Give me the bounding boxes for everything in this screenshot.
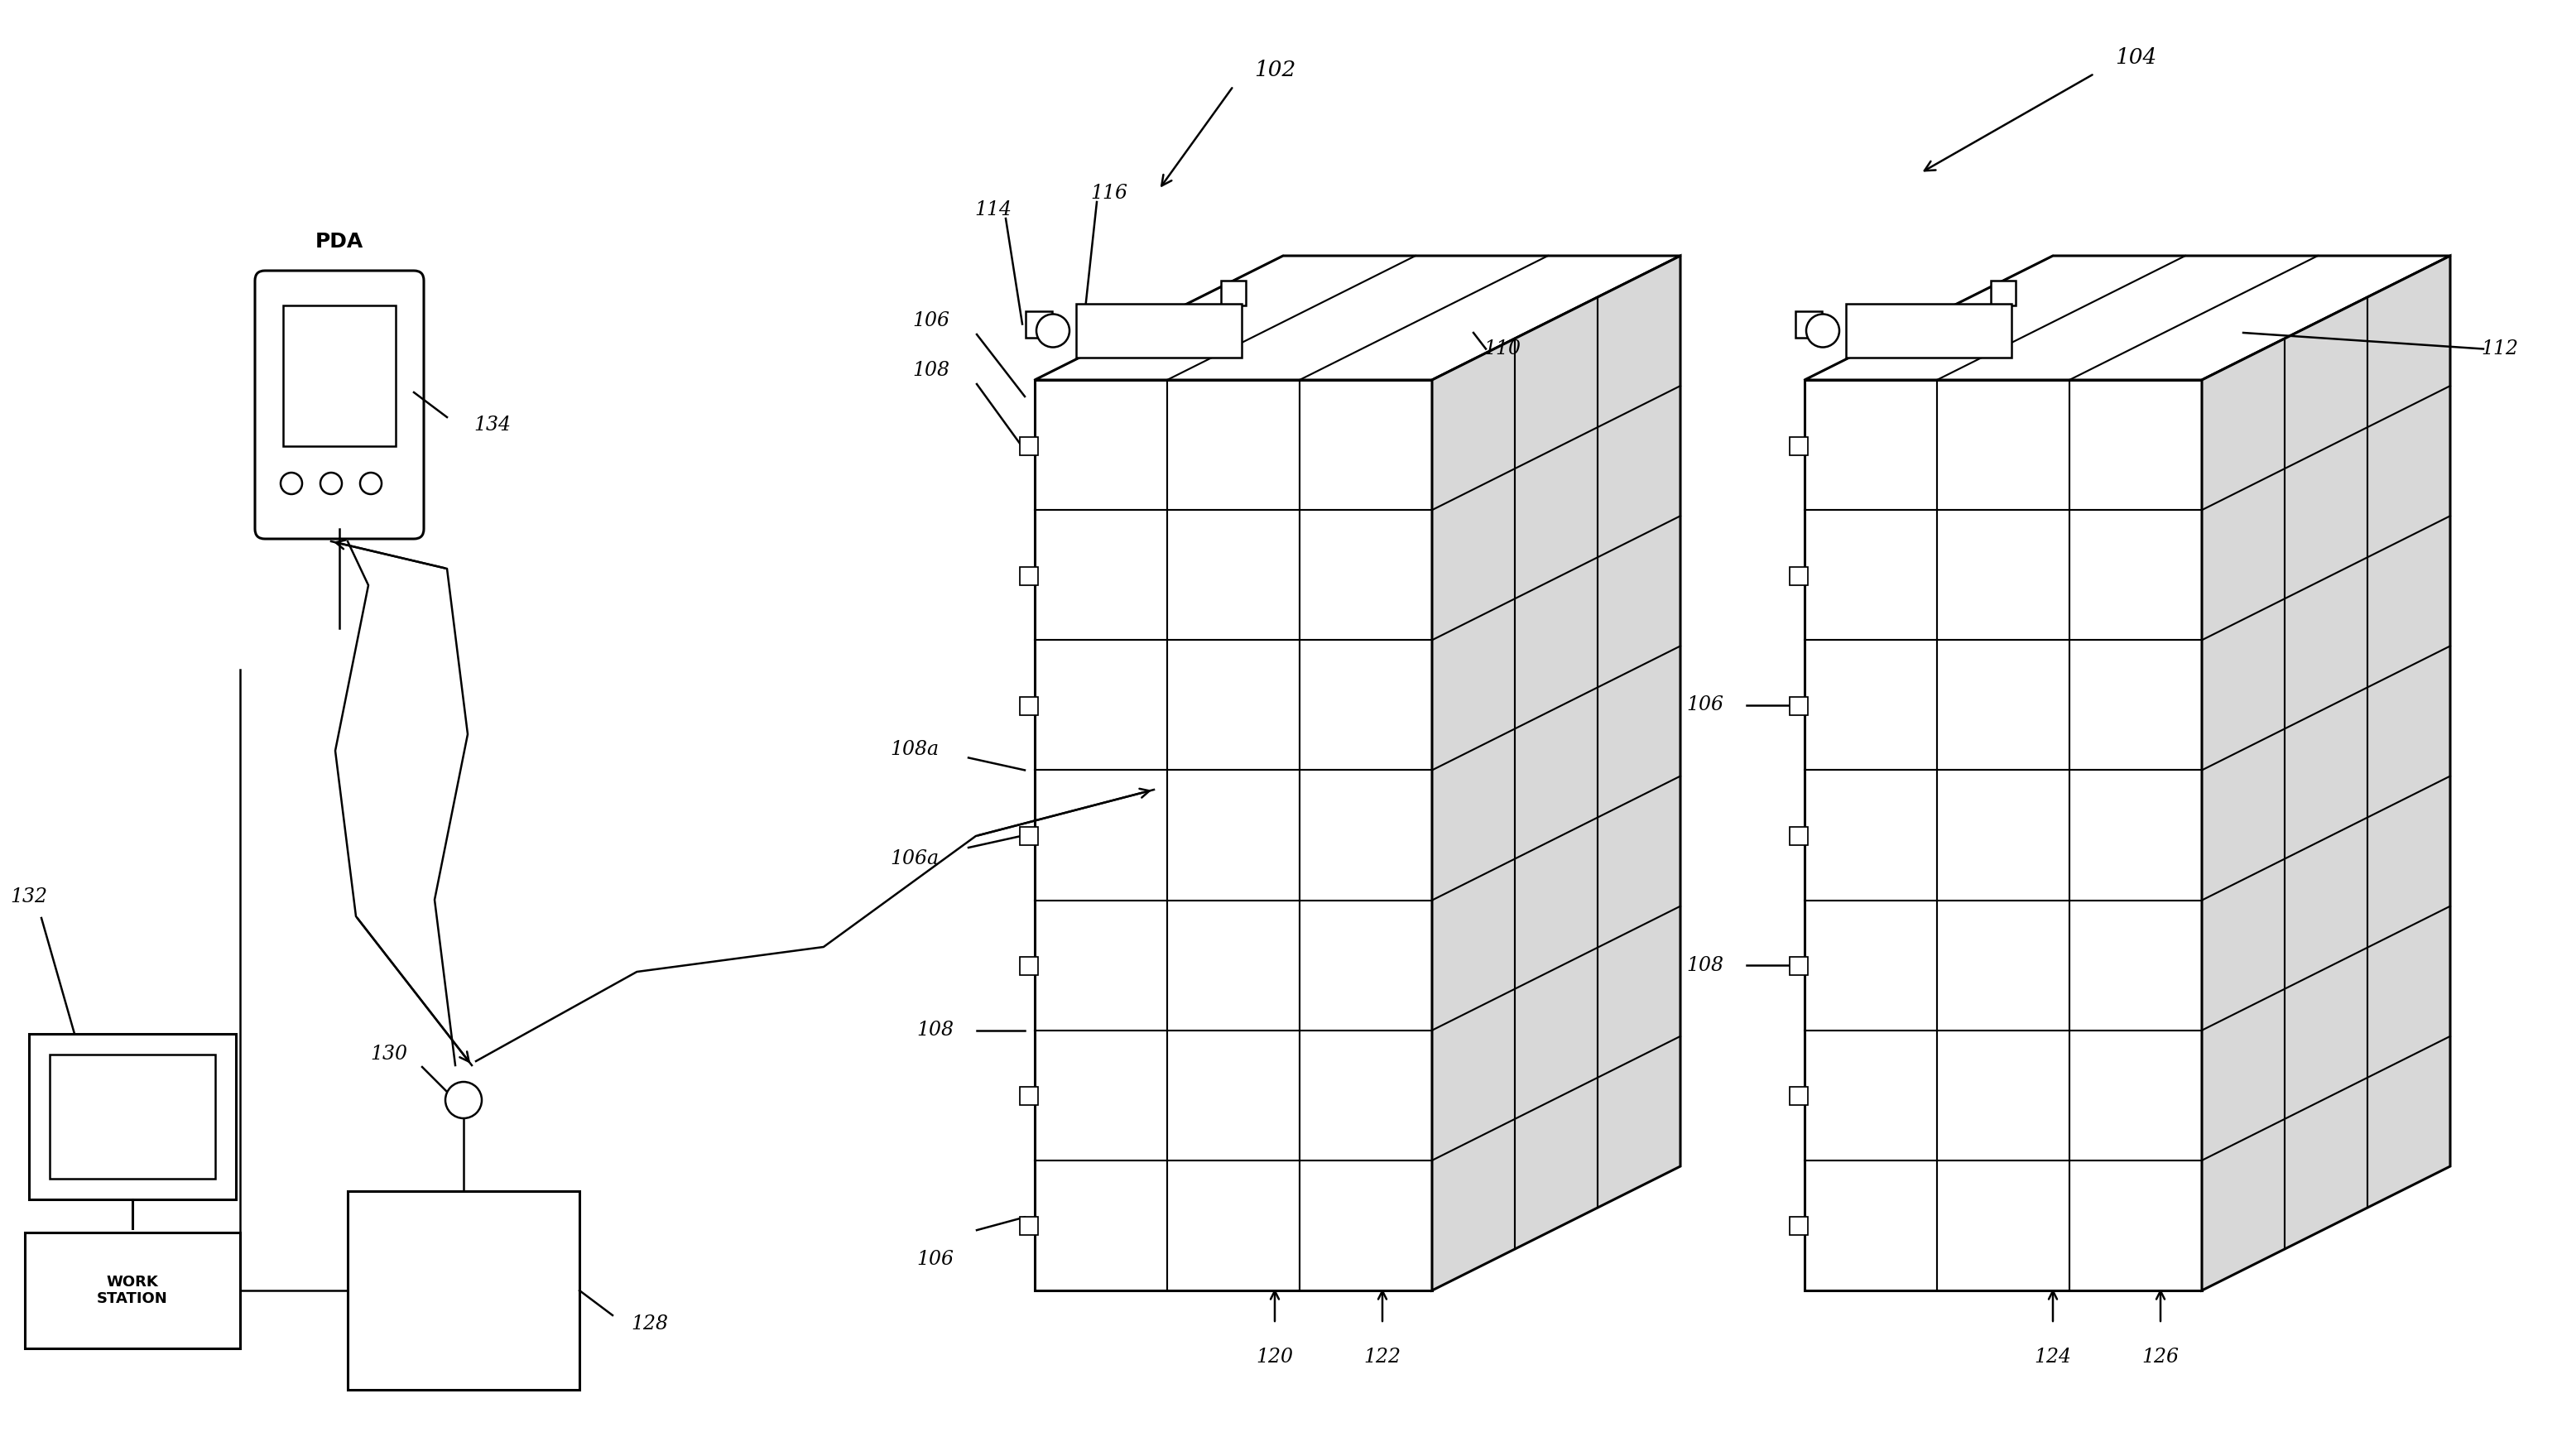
Polygon shape <box>1805 256 2450 380</box>
Text: 128: 128 <box>632 1315 667 1334</box>
Bar <box>1992 281 2015 306</box>
Bar <box>1795 310 1823 338</box>
Bar <box>1020 697 1038 715</box>
Polygon shape <box>1432 256 1680 1290</box>
Bar <box>1020 437 1038 454</box>
Text: 108: 108 <box>1688 955 1723 974</box>
FancyBboxPatch shape <box>348 1191 580 1390</box>
Text: 106: 106 <box>918 1249 954 1268</box>
Bar <box>1790 437 1808 454</box>
Polygon shape <box>1036 256 1680 380</box>
Text: 102: 102 <box>1253 60 1296 80</box>
Text: 104: 104 <box>2115 47 2156 67</box>
Bar <box>1790 827 1808 844</box>
FancyBboxPatch shape <box>1846 304 2012 358</box>
Text: 114: 114 <box>974 201 1013 220</box>
Text: 132: 132 <box>10 888 49 907</box>
Text: 108a: 108a <box>890 740 938 759</box>
Text: 122: 122 <box>1363 1347 1401 1366</box>
FancyBboxPatch shape <box>28 1034 235 1200</box>
Text: 130: 130 <box>371 1045 407 1064</box>
Bar <box>1020 1217 1038 1235</box>
Circle shape <box>1805 314 1838 347</box>
Bar <box>1790 697 1808 715</box>
Circle shape <box>445 1082 481 1118</box>
Text: 124: 124 <box>2035 1347 2071 1366</box>
Bar <box>1020 957 1038 976</box>
Bar <box>1790 566 1808 585</box>
Text: 106a: 106a <box>890 849 938 868</box>
Polygon shape <box>2202 256 2450 1290</box>
Bar <box>1790 1088 1808 1105</box>
Bar <box>1790 1217 1808 1235</box>
Circle shape <box>281 473 302 494</box>
Text: 106: 106 <box>913 310 949 331</box>
Bar <box>1020 1088 1038 1105</box>
FancyBboxPatch shape <box>1076 304 1243 358</box>
FancyBboxPatch shape <box>26 1233 240 1348</box>
Text: 134: 134 <box>473 415 511 434</box>
Text: 106: 106 <box>1688 696 1723 715</box>
FancyBboxPatch shape <box>256 271 424 539</box>
Text: 108: 108 <box>918 1021 954 1040</box>
Bar <box>1790 957 1808 976</box>
Text: 108: 108 <box>913 361 949 380</box>
Text: WORK
STATION: WORK STATION <box>97 1274 169 1306</box>
Text: 112: 112 <box>2480 339 2519 358</box>
Text: 116: 116 <box>1092 183 1128 204</box>
Text: 120: 120 <box>1255 1347 1294 1366</box>
FancyBboxPatch shape <box>284 306 396 446</box>
Bar <box>1020 827 1038 844</box>
Text: 126: 126 <box>2143 1347 2179 1366</box>
Circle shape <box>320 473 343 494</box>
FancyBboxPatch shape <box>49 1054 215 1179</box>
Bar <box>1222 281 1245 306</box>
Bar <box>1025 310 1051 338</box>
Bar <box>1020 566 1038 585</box>
Polygon shape <box>1036 380 1432 1290</box>
Polygon shape <box>1805 380 2202 1290</box>
Circle shape <box>1036 314 1069 347</box>
Circle shape <box>361 473 381 494</box>
Text: 110: 110 <box>1483 339 1521 358</box>
Text: PDA: PDA <box>315 232 363 252</box>
